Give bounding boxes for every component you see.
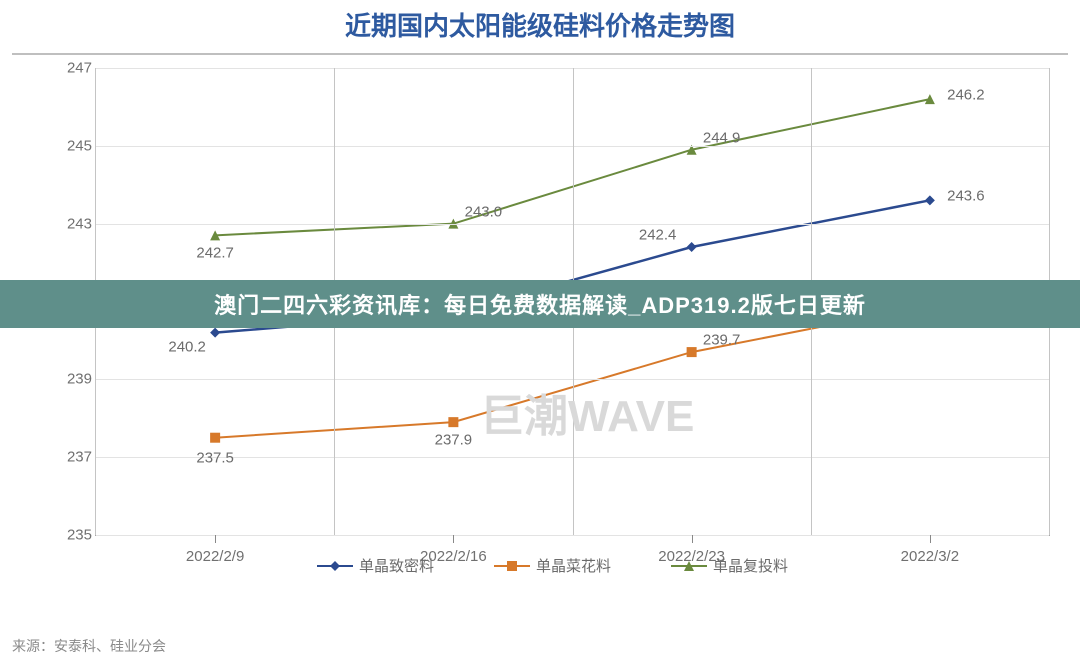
legend-item: 单晶致密料	[317, 555, 434, 576]
legend-swatch	[317, 559, 353, 573]
legend-label: 单晶菜花料	[536, 555, 611, 576]
legend-label: 单晶复投料	[713, 555, 788, 576]
y-axis-label: 235	[52, 527, 92, 544]
legend: 单晶致密料 单晶菜花料 单晶复投料	[45, 555, 1060, 576]
x-tick	[930, 535, 931, 543]
legend-swatch	[671, 559, 707, 573]
point-label: 243.0	[465, 203, 503, 220]
y-axis-label: 247	[52, 60, 92, 77]
point-label: 243.6	[947, 188, 985, 205]
legend-item: 单晶复投料	[671, 555, 788, 576]
point-label: 242.7	[196, 245, 234, 262]
series-marker	[687, 242, 697, 252]
y-axis-label: 245	[52, 137, 92, 154]
series-marker	[210, 328, 220, 338]
point-label: 237.5	[196, 449, 234, 466]
chart-title: 近期国内太阳能级硅料价格走势图	[0, 0, 1080, 43]
chart-title-text: 近期国内太阳能级硅料价格走势图	[345, 11, 735, 41]
y-axis-label: 243	[52, 215, 92, 232]
series-marker	[210, 433, 220, 443]
series-marker	[687, 347, 697, 357]
x-tick	[453, 535, 454, 543]
y-axis-label: 239	[52, 371, 92, 388]
point-label: 246.2	[947, 87, 985, 104]
point-label: 242.4	[639, 227, 677, 244]
y-axis-label: 237	[52, 449, 92, 466]
overlay-band: 澳门二四六彩资讯库：每日免费数据解读_ADP319.2版七日更新	[0, 280, 1080, 328]
series-marker	[925, 195, 935, 205]
point-label: 240.2	[168, 338, 206, 355]
source-text: 来源：安泰科、硅业分会	[12, 638, 166, 654]
legend-item: 单晶菜花料	[494, 555, 611, 576]
legend-label: 单晶致密料	[359, 555, 434, 576]
x-tick	[692, 535, 693, 543]
source-label: 来源：安泰科、硅业分会	[12, 636, 166, 656]
point-label: 244.9	[703, 129, 741, 146]
point-label: 237.9	[435, 432, 473, 449]
series-marker	[448, 417, 458, 427]
x-tick	[215, 535, 216, 543]
overlay-text: 澳门二四六彩资讯库：每日免费数据解读_ADP319.2版七日更新	[214, 288, 866, 320]
y-gridline	[96, 535, 1049, 536]
legend-swatch	[494, 559, 530, 573]
title-underline	[12, 53, 1068, 55]
point-label: 239.7	[703, 332, 741, 349]
